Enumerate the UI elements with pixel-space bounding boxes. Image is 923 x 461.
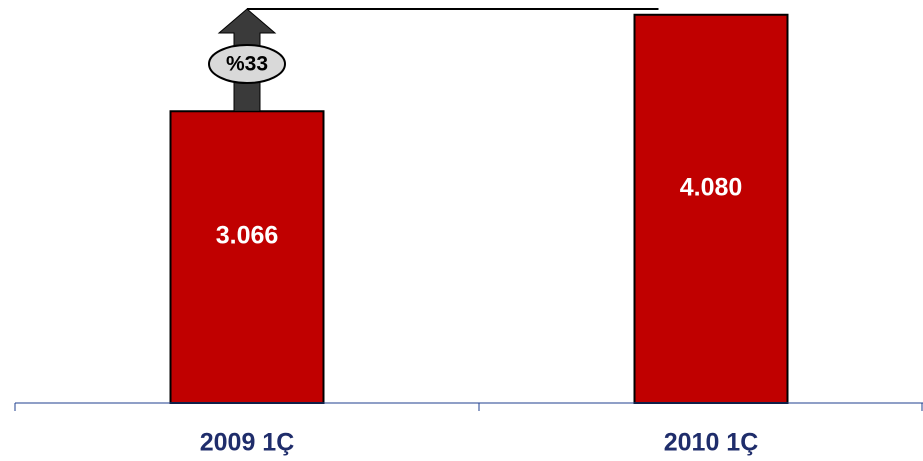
labels-layer: 3.066 4.080 2009 1Ç 2010 1Ç %33 — [200, 53, 759, 457]
bar-value-label-2: 4.080 — [680, 173, 743, 201]
bar-1 — [169, 110, 325, 404]
x-tick-label-2: 2010 1Ç — [664, 429, 759, 457]
x-axis — [14, 402, 923, 411]
bar-value-label-1: 3.066 — [216, 222, 279, 250]
growth-annotation — [208, 8, 659, 112]
x-tick-label-1: 2009 1Ç — [200, 429, 295, 457]
bar-2 — [633, 13, 789, 404]
bars-layer — [169, 13, 789, 404]
growth-badge-label: %33 — [226, 53, 268, 76]
growth-badge — [208, 44, 286, 84]
